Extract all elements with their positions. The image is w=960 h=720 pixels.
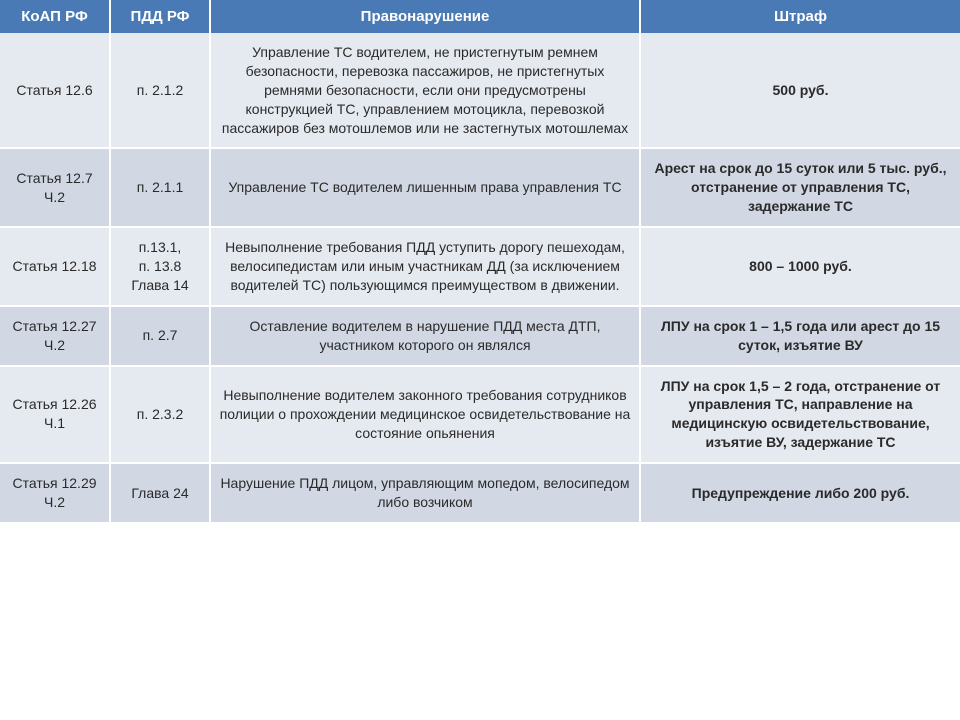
table-row: Статья 12.6 п. 2.1.2 Управление ТС водит…	[0, 33, 960, 148]
cell-pdd: п. 2.1.2	[110, 33, 210, 148]
col-header-violation: Правонарушение	[210, 0, 640, 33]
cell-koap: Статья 12.26 Ч.1	[0, 366, 110, 464]
cell-pdd: п.13.1, п. 13.8 Глава 14	[110, 227, 210, 306]
cell-violation: Невыполнение требования ПДД уступить дор…	[210, 227, 640, 306]
table-row: Статья 12.7 Ч.2 п. 2.1.1 Управление ТС в…	[0, 148, 960, 227]
cell-koap: Статья 12.27 Ч.2	[0, 306, 110, 366]
cell-violation: Управление ТС водителем лишенным права у…	[210, 148, 640, 227]
cell-fine: 500 руб.	[640, 33, 960, 148]
cell-koap: Статья 12.7 Ч.2	[0, 148, 110, 227]
cell-pdd: п. 2.3.2	[110, 366, 210, 464]
col-header-pdd: ПДД РФ	[110, 0, 210, 33]
table-row: Статья 12.29 Ч.2 Глава 24 Нарушение ПДД …	[0, 463, 960, 523]
cell-violation: Оставление водителем в нарушение ПДД мес…	[210, 306, 640, 366]
table-row: Статья 12.18 п.13.1, п. 13.8 Глава 14 Не…	[0, 227, 960, 306]
cell-pdd: Глава 24	[110, 463, 210, 523]
cell-pdd: п. 2.7	[110, 306, 210, 366]
cell-pdd: п. 2.1.1	[110, 148, 210, 227]
cell-koap: Статья 12.18	[0, 227, 110, 306]
cell-fine: Арест на срок до 15 суток или 5 тыс. руб…	[640, 148, 960, 227]
cell-fine: 800 – 1000 руб.	[640, 227, 960, 306]
cell-violation: Невыполнение водителем законного требова…	[210, 366, 640, 464]
col-header-koap: КоАП РФ	[0, 0, 110, 33]
violations-table: КоАП РФ ПДД РФ Правонарушение Штраф Стат…	[0, 0, 960, 524]
cell-violation: Нарушение ПДД лицом, управляющим мопедом…	[210, 463, 640, 523]
table-row: Статья 12.27 Ч.2 п. 2.7 Оставление водит…	[0, 306, 960, 366]
cell-fine: Предупреждение либо 200 руб.	[640, 463, 960, 523]
table-header-row: КоАП РФ ПДД РФ Правонарушение Штраф	[0, 0, 960, 33]
cell-fine: ЛПУ на срок 1 – 1,5 года или арест до 15…	[640, 306, 960, 366]
cell-fine: ЛПУ на срок 1,5 – 2 года, отстранение от…	[640, 366, 960, 464]
cell-violation: Управление ТС водителем, не пристегнутым…	[210, 33, 640, 148]
cell-koap: Статья 12.6	[0, 33, 110, 148]
col-header-fine: Штраф	[640, 0, 960, 33]
cell-koap: Статья 12.29 Ч.2	[0, 463, 110, 523]
table-row: Статья 12.26 Ч.1 п. 2.3.2 Невыполнение в…	[0, 366, 960, 464]
